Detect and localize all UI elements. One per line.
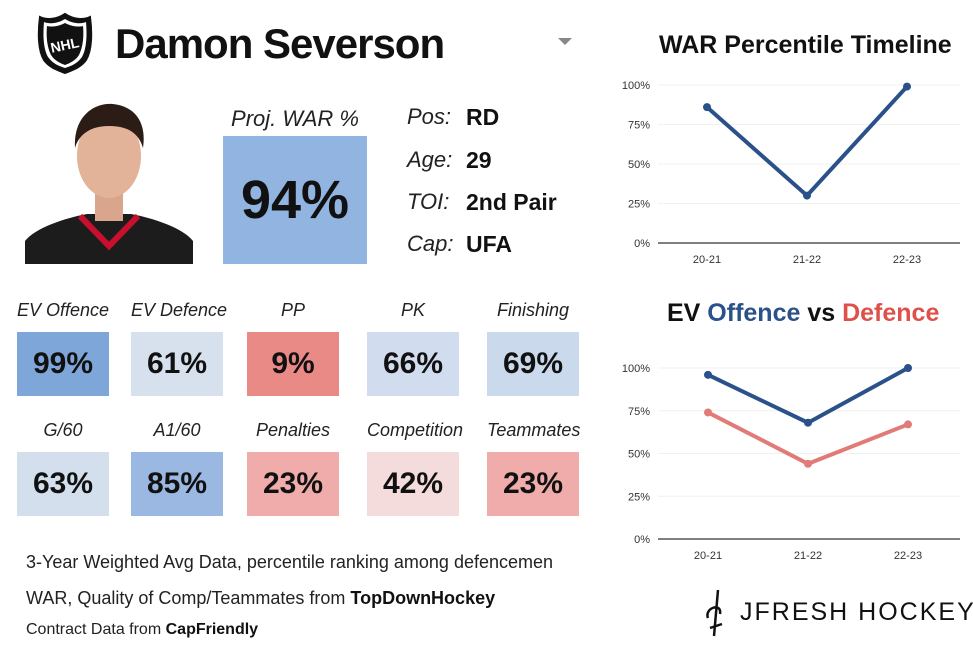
- y-tick-label: 100%: [622, 80, 650, 92]
- stat-tile-ev-defence: EV Defence 61%: [131, 300, 228, 396]
- stat-tile-g-60: G/60 63%: [17, 420, 109, 516]
- stat-label: EV Defence: [131, 300, 228, 320]
- player-name: Damon Severson: [115, 20, 445, 67]
- info-value: 2nd Pair: [466, 189, 557, 215]
- proj-war-label: Proj. WAR %: [231, 106, 359, 131]
- nhl-shield-icon: NHL: [37, 12, 93, 74]
- y-tick-label: 50%: [628, 159, 650, 171]
- stat-value: 85%: [131, 452, 223, 516]
- info-value: UFA: [466, 231, 512, 257]
- info-label: TOI:: [407, 189, 450, 214]
- stat-label: Penalties: [255, 420, 331, 440]
- x-tick-label: 21-22: [793, 254, 821, 266]
- data-point: [904, 420, 912, 429]
- stat-label: Competition: [367, 420, 464, 440]
- info-value: 29: [466, 147, 492, 173]
- jfresh-logo-icon: [706, 589, 723, 637]
- x-tick-label: 20-21: [693, 254, 721, 266]
- stat-value: 66%: [367, 332, 459, 396]
- stat-value: 63%: [17, 452, 109, 516]
- footer-source-contract: Contract Data from CapFriendly: [26, 621, 258, 639]
- info-label: Cap:: [407, 231, 454, 256]
- info-label: Pos:: [407, 104, 452, 129]
- data-point: [904, 364, 912, 372]
- title-offence: Offence: [707, 299, 801, 327]
- brand-name: JFRESH HOCKEY: [740, 598, 973, 626]
- data-point: [704, 370, 712, 379]
- chart1-title: WAR Percentile Timeline: [659, 31, 952, 59]
- footer-text: Contract Data from: [26, 621, 166, 638]
- info-label: Age:: [407, 147, 453, 172]
- data-point: [903, 82, 911, 91]
- x-tick-label: 20-21: [694, 550, 722, 562]
- stat-tile-pk: PK 66%: [367, 300, 459, 396]
- y-tick-label: 0%: [634, 238, 650, 250]
- title-part: EV: [667, 299, 708, 327]
- stat-label: A1/60: [153, 420, 201, 440]
- stat-value: 9%: [247, 332, 339, 396]
- x-tick-label: 22-23: [893, 254, 921, 266]
- stat-value: 69%: [487, 332, 579, 396]
- chevron-down-icon[interactable]: [558, 38, 572, 45]
- stat-tile-ev-offence: EV Offence 99%: [17, 300, 109, 396]
- ev-offence-defence-chart: 0% 25% 50% 75% 100% 20-21 21-22 22-23: [622, 363, 960, 562]
- stat-label: PP: [280, 300, 305, 320]
- war-timeline-chart: 0% 25% 50% 75% 100% 20-21 21-22 22-23: [622, 80, 960, 266]
- stat-label: PK: [400, 300, 425, 320]
- stat-label: EV Offence: [17, 300, 110, 320]
- footer-note: 3-Year Weighted Avg Data, percentile ran…: [26, 552, 554, 572]
- stat-tile-penalties: Penalties 23%: [247, 420, 339, 516]
- stat-tile-teammates: Teammates 23%: [487, 420, 581, 516]
- stat-label: Finishing: [496, 300, 570, 320]
- y-tick-label: 25%: [628, 199, 650, 211]
- source-name: CapFriendly: [165, 621, 259, 638]
- data-point: [803, 191, 811, 200]
- data-point: [804, 459, 812, 468]
- chart2-title: EV Offence vs Defence: [667, 299, 939, 328]
- proj-war-value: 94%: [223, 136, 367, 264]
- data-point: [804, 418, 812, 427]
- footer-text: WAR, Quality of Comp/Teammates from: [26, 588, 351, 608]
- source-name: TopDownHockey: [350, 588, 496, 608]
- y-tick-label: 0%: [634, 534, 650, 546]
- stat-label: Teammates: [487, 420, 581, 440]
- data-point: [704, 408, 712, 417]
- y-tick-label: 100%: [622, 363, 650, 375]
- stat-value: 42%: [367, 452, 459, 516]
- data-point: [703, 103, 711, 112]
- series-line-0: [705, 85, 909, 199]
- y-tick-label: 50%: [628, 449, 650, 461]
- stat-tile-a1-60: A1/60 85%: [131, 420, 223, 516]
- stat-value: 61%: [131, 332, 223, 396]
- series-line-Offence: [707, 366, 909, 425]
- info-value: RD: [466, 104, 500, 130]
- stat-value: 23%: [487, 452, 579, 516]
- footer-source-war: WAR, Quality of Comp/Teammates from TopD…: [26, 588, 495, 609]
- y-tick-label: 25%: [628, 491, 650, 503]
- y-tick-label: 75%: [628, 120, 650, 132]
- title-defence: Defence: [842, 299, 940, 327]
- title-part: vs: [800, 299, 843, 327]
- stat-label: G/60: [43, 420, 83, 440]
- x-tick-label: 21-22: [794, 550, 822, 562]
- stat-value: 23%: [247, 452, 339, 516]
- stat-tile-competition: Competition 42%: [367, 420, 464, 516]
- stat-tile-pp: PP 9%: [247, 300, 339, 396]
- stat-value: 99%: [17, 332, 109, 396]
- svg-text:NHL: NHL: [49, 34, 81, 56]
- player-photo: [25, 96, 193, 264]
- x-tick-label: 22-23: [894, 550, 922, 562]
- stat-tile-finishing: Finishing 69%: [487, 300, 579, 396]
- y-tick-label: 75%: [628, 406, 650, 418]
